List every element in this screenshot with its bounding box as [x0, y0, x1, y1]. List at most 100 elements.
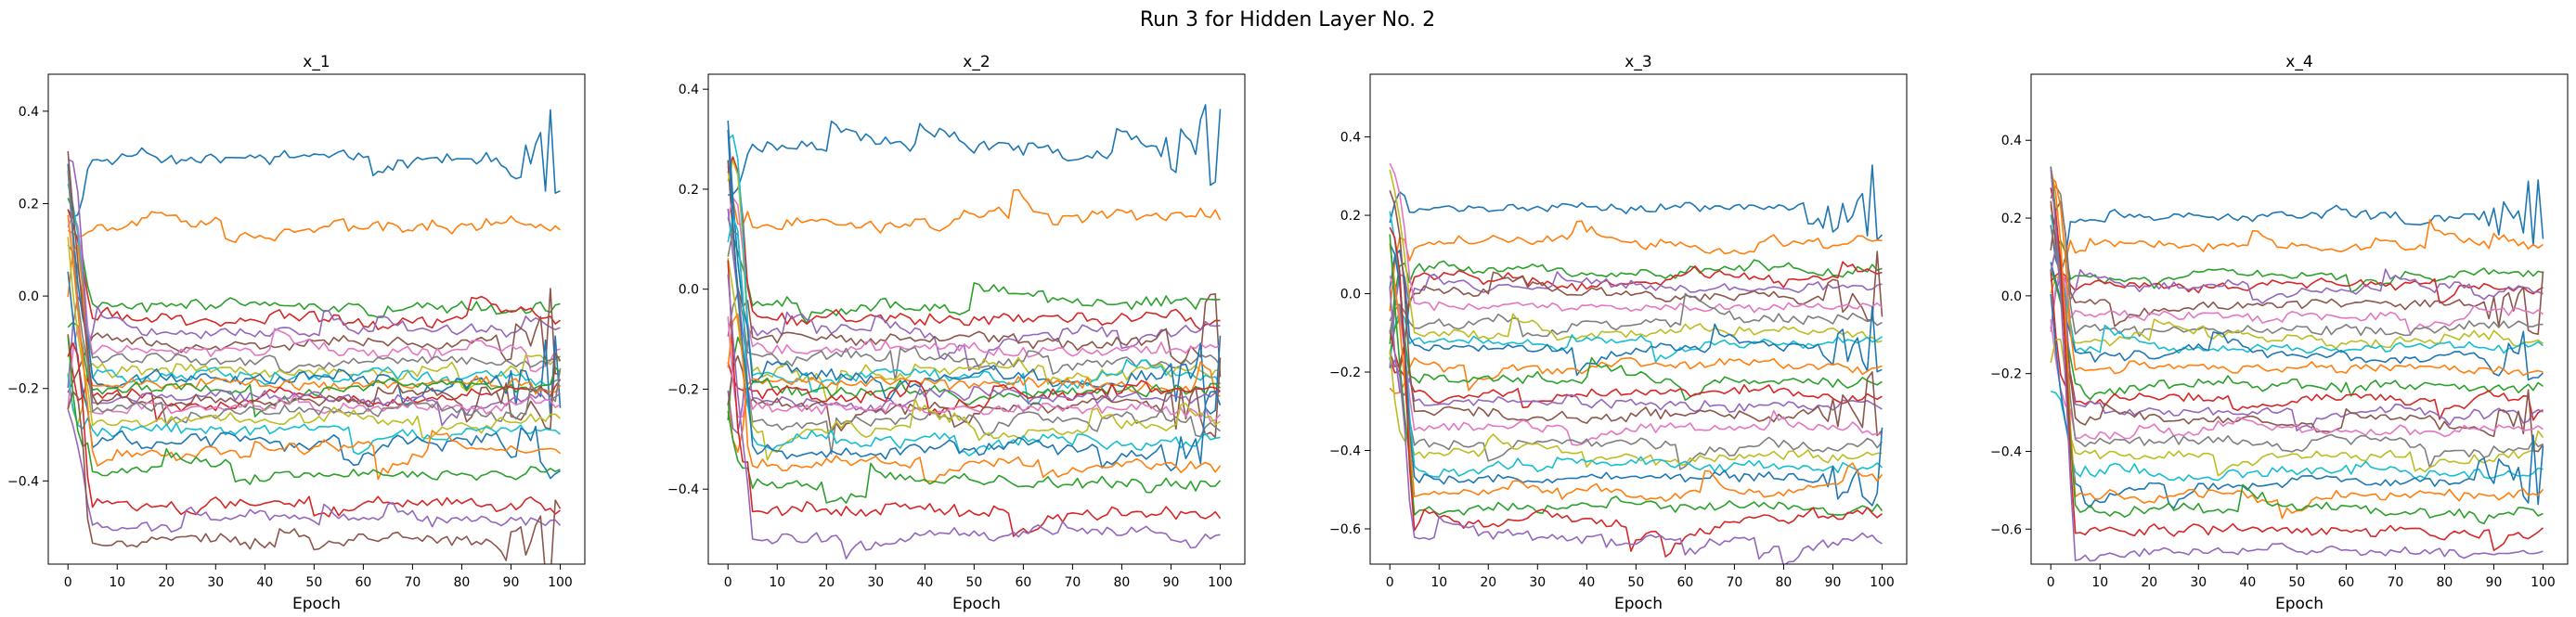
series-line — [1389, 271, 1883, 368]
series-line — [67, 170, 562, 427]
y-tick-label: −0.4 — [667, 482, 699, 497]
subplot-title: x_4 — [2285, 53, 2312, 71]
x-tick-label: 50 — [965, 575, 982, 590]
series-line — [727, 336, 1222, 420]
series-line — [1389, 310, 1883, 363]
x-tick-label: 100 — [1208, 575, 1233, 590]
plot-frame — [707, 73, 1246, 565]
series-line — [2050, 268, 2544, 329]
series-line — [727, 260, 1222, 537]
plot-frame — [47, 73, 586, 565]
x-tick-label: 70 — [2387, 575, 2403, 590]
x-tick-label: 20 — [2141, 575, 2157, 590]
series-line — [727, 229, 1221, 455]
y-tick-label: −0.2 — [667, 382, 699, 397]
series-line — [67, 321, 562, 418]
series-line — [2050, 276, 2544, 350]
series-line — [1389, 259, 1883, 344]
series-line — [67, 335, 561, 485]
series-line — [1389, 164, 1883, 241]
series-line — [67, 184, 561, 387]
x-tick-label: 80 — [1776, 575, 1793, 590]
x-tick-label: 100 — [1870, 575, 1895, 590]
series-line — [67, 244, 561, 374]
y-tick-label: −0.4 — [1329, 444, 1361, 459]
series-line — [727, 274, 1221, 559]
series-line — [67, 150, 562, 431]
series-line — [2050, 270, 2544, 303]
series-line — [1389, 292, 1883, 338]
subplot-x_1: x_1 0 10 20 30 40 50 60 70 80 90 100 −0.4 −0.2 0.0 0.2 0… — [7, 53, 586, 613]
x-tick-label: 40 — [256, 575, 273, 590]
series-line — [727, 311, 1221, 434]
series-line — [2050, 262, 2544, 381]
series-line — [1389, 276, 1883, 446]
series-line — [1389, 350, 1883, 469]
series-line — [2050, 168, 2544, 562]
subplot-x_2: x_2 0 10 20 30 40 50 60 70 80 90 100 −0.4 −0.2 0.0 0.2 0… — [667, 53, 1246, 613]
series-line — [727, 362, 1221, 416]
x-tick-label: 30 — [2190, 575, 2207, 590]
x-tick-label: 90 — [1825, 575, 1842, 590]
series-line — [67, 271, 561, 480]
subplots: x_10 10 20 30 40 50 60 70 80 90 100−0.4−0.20.00.20… — [7, 53, 2569, 613]
x-tick-label: 70 — [1064, 575, 1081, 590]
subplot-title: x_3 — [1625, 53, 1651, 71]
series-line — [2050, 200, 2544, 335]
x-tick-label: 80 — [454, 575, 471, 590]
series-line — [67, 391, 562, 564]
y-tick-label: 0.4 — [19, 105, 39, 120]
x-tick-label: 40 — [2239, 575, 2256, 590]
x-axis-label: Epoch — [952, 595, 1001, 613]
series-line — [727, 217, 1221, 325]
series-line — [728, 104, 1222, 196]
y-tick-label: 0.2 — [19, 197, 39, 212]
x-tick-label: 20 — [818, 575, 835, 590]
x-tick-label: 40 — [916, 575, 933, 590]
series-line — [727, 160, 1221, 402]
series-line — [2050, 293, 2544, 509]
series-line — [727, 156, 1221, 331]
series-line — [1389, 250, 1883, 377]
series-line — [1389, 329, 1883, 409]
series-line — [67, 214, 562, 481]
subplot-title: x_2 — [963, 53, 990, 71]
series-line — [1389, 243, 1883, 502]
y-tick-label: 0.0 — [2001, 289, 2022, 304]
y-tick-label: −0.6 — [1329, 522, 1361, 537]
series-line — [67, 409, 562, 533]
y-tick-label: 0.4 — [1340, 131, 1361, 146]
series-line — [67, 158, 561, 427]
y-tick-label: 0.4 — [2001, 134, 2022, 148]
series-line — [1389, 287, 1883, 413]
y-tick-label: −0.2 — [1990, 367, 2022, 382]
x-tick-label: 70 — [1726, 575, 1742, 590]
y-tick-label: 0.4 — [679, 83, 699, 97]
series-group — [2050, 166, 2544, 562]
x-tick-label: 30 — [1529, 575, 1546, 590]
series-line — [2050, 391, 2544, 482]
series-line — [727, 410, 1222, 504]
series-line — [1389, 261, 1883, 374]
x-tick-label: 40 — [1578, 575, 1595, 590]
x-tick-label: 0 — [2047, 575, 2055, 590]
series-line — [727, 316, 1222, 422]
series-line — [1389, 190, 1883, 437]
x-tick-label: 0 — [724, 575, 732, 590]
y-tick-label: 0.0 — [679, 283, 699, 298]
series-line — [1389, 316, 1883, 401]
series-line — [67, 295, 561, 389]
series-line — [2050, 200, 2544, 453]
series-line — [67, 198, 561, 318]
x-tick-label: 50 — [1627, 575, 1644, 590]
x-tick-label: 60 — [2337, 575, 2354, 590]
x-tick-label: 10 — [769, 575, 785, 590]
x-tick-label: 90 — [1163, 575, 1180, 590]
y-tick-label: 0.0 — [19, 289, 39, 304]
series-line — [1389, 234, 1883, 516]
series-line — [67, 209, 561, 330]
series-line — [2050, 214, 2544, 354]
x-tick-label: 90 — [503, 575, 520, 590]
y-tick-label: −0.4 — [1990, 444, 2022, 459]
